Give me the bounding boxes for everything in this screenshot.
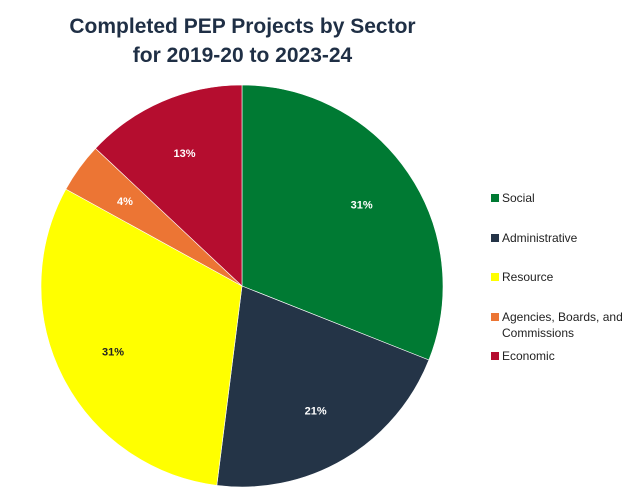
data-label-social: 31% <box>351 200 373 212</box>
pie-slice-administrative <box>216 285 430 488</box>
legend-item-administrative: Administrative <box>491 230 577 246</box>
legend-swatch-social <box>491 194 499 202</box>
legend-label-administrative: Administrative <box>502 231 578 245</box>
legend-item-social: Social <box>491 190 535 206</box>
legend-swatch-agencies <box>491 313 499 321</box>
legend-swatch-economic <box>491 352 499 360</box>
chart-title: Completed PEP Projects by Sector for 201… <box>0 12 485 70</box>
data-label-resource: 31% <box>102 347 124 359</box>
data-label-agencies-boards-and-commissions: 4% <box>117 196 133 208</box>
legend-label-economic: Economic <box>502 349 555 363</box>
data-label-economic: 13% <box>174 148 196 160</box>
chart-title-line-1: Completed PEP Projects by Sector <box>69 15 416 38</box>
data-label-administrative: 21% <box>305 406 327 418</box>
legend-item-agencies: Agencies, Boards, and Commissions <box>491 309 631 341</box>
pie-slice-resource <box>40 188 243 486</box>
legend-swatch-resource <box>491 273 499 281</box>
legend-item-resource: Resource <box>491 269 553 285</box>
legend-swatch-administrative <box>491 234 499 242</box>
legend-label-resource: Resource <box>502 270 554 284</box>
pie-slice-social <box>241 84 444 361</box>
pie-slice-economic <box>95 84 243 287</box>
legend-item-economic: Economic <box>491 348 555 364</box>
legend-label-agencies: Agencies, Boards, and Commissions <box>502 310 623 340</box>
chart-title-line-2: for 2019-20 to 2023-24 <box>132 44 353 67</box>
legend-label-social: Social <box>502 191 535 205</box>
